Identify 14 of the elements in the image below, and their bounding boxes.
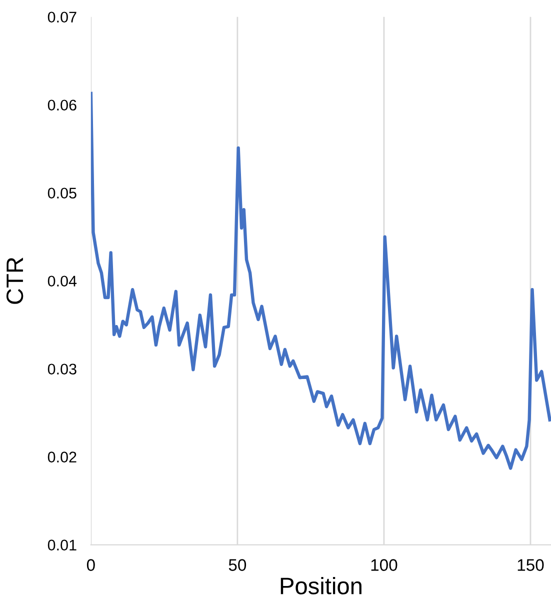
y-tick-label: 0.02 [48,452,76,463]
y-tick-label: 0.05 [48,188,76,199]
y-tick-label: 0.06 [48,100,76,111]
y-tick-label: 0.07 [48,12,76,23]
y-tick-label: 0.04 [48,276,77,287]
x-tick-label: 150 [518,559,544,571]
y-tick-label: 0.01 [48,540,76,550]
y-axis-title: CTR [6,258,24,304]
x-axis-title: Position [280,577,362,594]
x-tick-label: 50 [228,559,246,571]
x-tick-label: 0 [86,559,95,571]
x-tick-label: 100 [371,559,398,571]
y-tick-label: 0.03 [48,364,76,375]
line-series [90,92,551,470]
